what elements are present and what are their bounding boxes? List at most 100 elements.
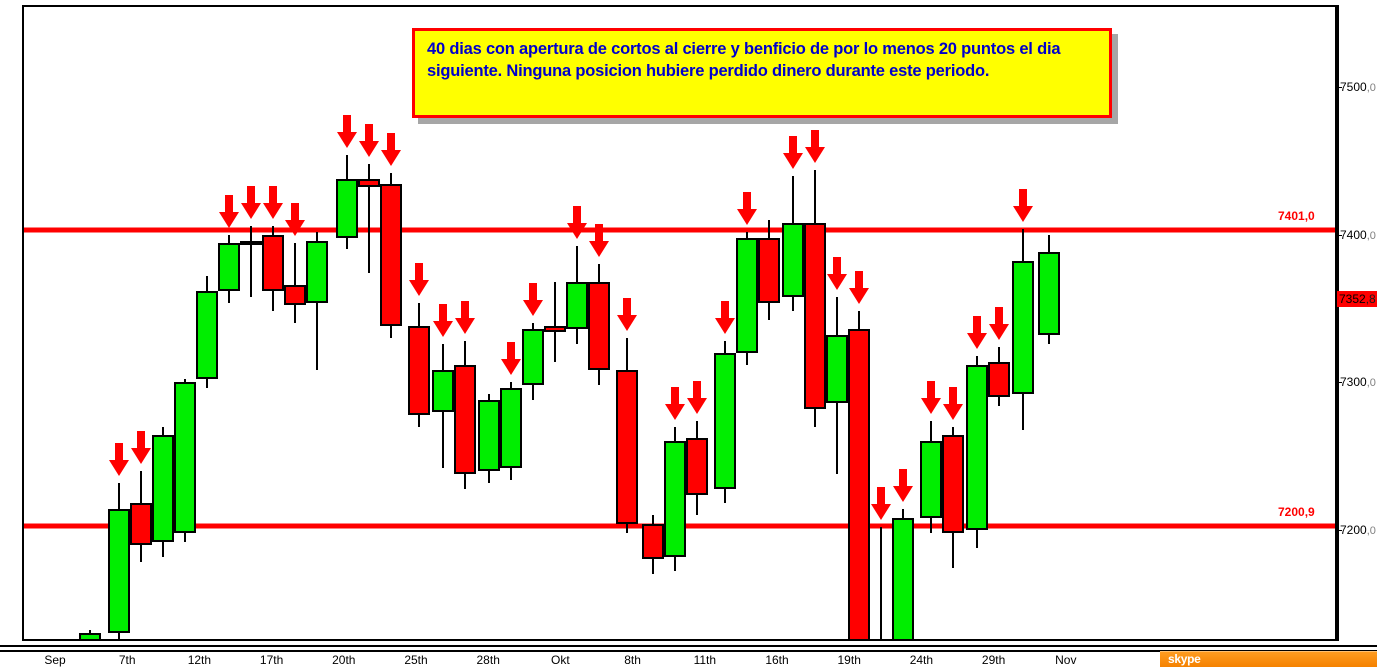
- candle-body-up[interactable]: [196, 290, 218, 380]
- candle-body-down[interactable]: [686, 438, 708, 495]
- short-entry-arrow-icon: [130, 430, 152, 465]
- date-label-19th: 19th: [837, 653, 861, 667]
- price-axis-line: [1337, 5, 1339, 641]
- date-label-20th: 20th: [332, 653, 356, 667]
- current-price-tag: 7352,8: [1337, 291, 1377, 308]
- date-label-29th: 29th: [981, 653, 1006, 667]
- candle-wick: [250, 225, 252, 297]
- candle-wick: [554, 281, 556, 362]
- candle-body-up[interactable]: [664, 441, 686, 557]
- short-entry-arrow-icon: [966, 315, 988, 350]
- candle-body-down[interactable]: [130, 503, 152, 545]
- price-tick-7300: 7300,0: [1340, 375, 1376, 390]
- short-entry-arrow-icon: [1012, 188, 1034, 223]
- candle-body-up[interactable]: [478, 400, 500, 471]
- short-entry-arrow-icon: [782, 135, 804, 170]
- price-tick-dash: [1337, 234, 1342, 236]
- short-entry-arrow-icon: [892, 469, 914, 503]
- price-level-line-74010[interactable]: [24, 227, 1335, 233]
- candle-body-down[interactable]: [988, 361, 1010, 398]
- candle-body-up[interactable]: [152, 435, 174, 542]
- candle-body-up[interactable]: [1012, 261, 1034, 395]
- candle-body-up[interactable]: [714, 352, 736, 489]
- candle-body-down[interactable]: [848, 329, 870, 639]
- date-label-25th: 25th: [404, 653, 428, 667]
- candle-body-down[interactable]: [284, 284, 306, 306]
- candle-body-down[interactable]: [358, 178, 380, 188]
- candle-body-down[interactable]: [408, 326, 430, 415]
- candle-body-up[interactable]: [500, 388, 522, 468]
- date-axis-rule-top: [0, 645, 1377, 647]
- candle-body-up[interactable]: [240, 240, 262, 245]
- short-entry-arrow-icon: [686, 380, 708, 415]
- date-label-28th: 28th: [476, 653, 500, 667]
- short-entry-arrow-icon: [262, 185, 284, 220]
- annotation-callout: 40 dias con apertura de cortos al cierre…: [412, 28, 1112, 118]
- candle-body-up[interactable]: [432, 370, 454, 412]
- taskbar-skype-button[interactable]: skype: [1160, 651, 1377, 667]
- candle-body-up[interactable]: [782, 222, 804, 297]
- date-label-8th: 8th: [624, 653, 641, 667]
- short-entry-arrow-icon: [408, 262, 430, 297]
- date-axis-rule-bottom: [0, 650, 1377, 652]
- candle-body-down[interactable]: [454, 364, 476, 474]
- candle-wick: [368, 163, 370, 273]
- candle-body-up[interactable]: [920, 441, 942, 519]
- short-entry-arrow-icon: [432, 303, 454, 338]
- short-entry-arrow-icon: [336, 114, 358, 149]
- short-entry-arrow-icon: [522, 283, 544, 317]
- short-entry-arrow-icon: [942, 386, 964, 421]
- candle-body-up[interactable]: [218, 243, 240, 291]
- price-level-label: 7401,0: [1278, 209, 1315, 224]
- candle-body-up[interactable]: [566, 281, 588, 330]
- price-tick-7500: 7500,0: [1340, 80, 1376, 94]
- date-label-sep: Sep: [44, 653, 66, 667]
- candle-body-up[interactable]: [736, 237, 758, 353]
- short-entry-arrow-icon: [920, 380, 942, 415]
- date-axis[interactable]: Sep 7th 12th 17th 20th 25th 28th Okt 8th 11th 16th…: [0, 645, 1377, 667]
- candle-body-up[interactable]: [79, 633, 101, 639]
- price-axis[interactable]: 7500,0 7400,0 7300,0 7200,0: [1337, 5, 1377, 641]
- candle-body-down[interactable]: [380, 184, 402, 327]
- candle-body-up[interactable]: [174, 382, 196, 533]
- price-tick-7200: 7200,0: [1340, 523, 1376, 537]
- short-entry-arrow-icon: [566, 206, 588, 240]
- short-entry-arrow-icon: [380, 132, 402, 167]
- candle-body-up[interactable]: [892, 518, 914, 639]
- candle-body-down[interactable]: [758, 237, 780, 303]
- date-label-16th: 16th: [765, 653, 789, 667]
- short-entry-arrow-icon: [240, 185, 262, 220]
- short-entry-arrow-icon: [588, 224, 610, 258]
- candle-body-down[interactable]: [262, 234, 284, 291]
- date-label-11th: 11th: [693, 653, 717, 667]
- chart-plot-area[interactable]: [22, 5, 1337, 641]
- candle-body-down[interactable]: [616, 370, 638, 525]
- candle-body-down[interactable]: [588, 281, 610, 371]
- candle-body-down[interactable]: [942, 435, 964, 533]
- candle-body-down[interactable]: [804, 222, 826, 409]
- short-entry-arrow-icon: [284, 203, 306, 237]
- date-label-okt: Okt: [551, 653, 570, 667]
- date-label-24th: 24th: [909, 653, 934, 667]
- short-entry-arrow-icon: [736, 191, 758, 226]
- price-tick-dash: [1337, 87, 1342, 88]
- date-label-nov: Nov: [1055, 653, 1077, 667]
- price-tick-dash: [1337, 382, 1342, 384]
- candle-body-up[interactable]: [966, 364, 988, 530]
- candle-body-up[interactable]: [336, 178, 358, 238]
- candle-body-down[interactable]: [642, 524, 664, 560]
- chart-canvas: [24, 7, 1335, 639]
- price-tick-dash: [1337, 530, 1342, 531]
- candle-body-down[interactable]: [544, 326, 566, 333]
- candle-body-up[interactable]: [108, 509, 130, 634]
- candle-body-up[interactable]: [1038, 252, 1060, 336]
- short-entry-arrow-icon: [848, 271, 870, 305]
- candle-body-up[interactable]: [522, 329, 544, 386]
- price-tick-7400: 7400,0: [1340, 227, 1376, 242]
- short-entry-arrow-icon: [500, 342, 522, 376]
- candle-body-up[interactable]: [826, 335, 848, 403]
- candle-body-up[interactable]: [306, 240, 328, 303]
- date-label-7th: 7th: [118, 653, 136, 667]
- short-entry-arrow-icon: [870, 487, 892, 521]
